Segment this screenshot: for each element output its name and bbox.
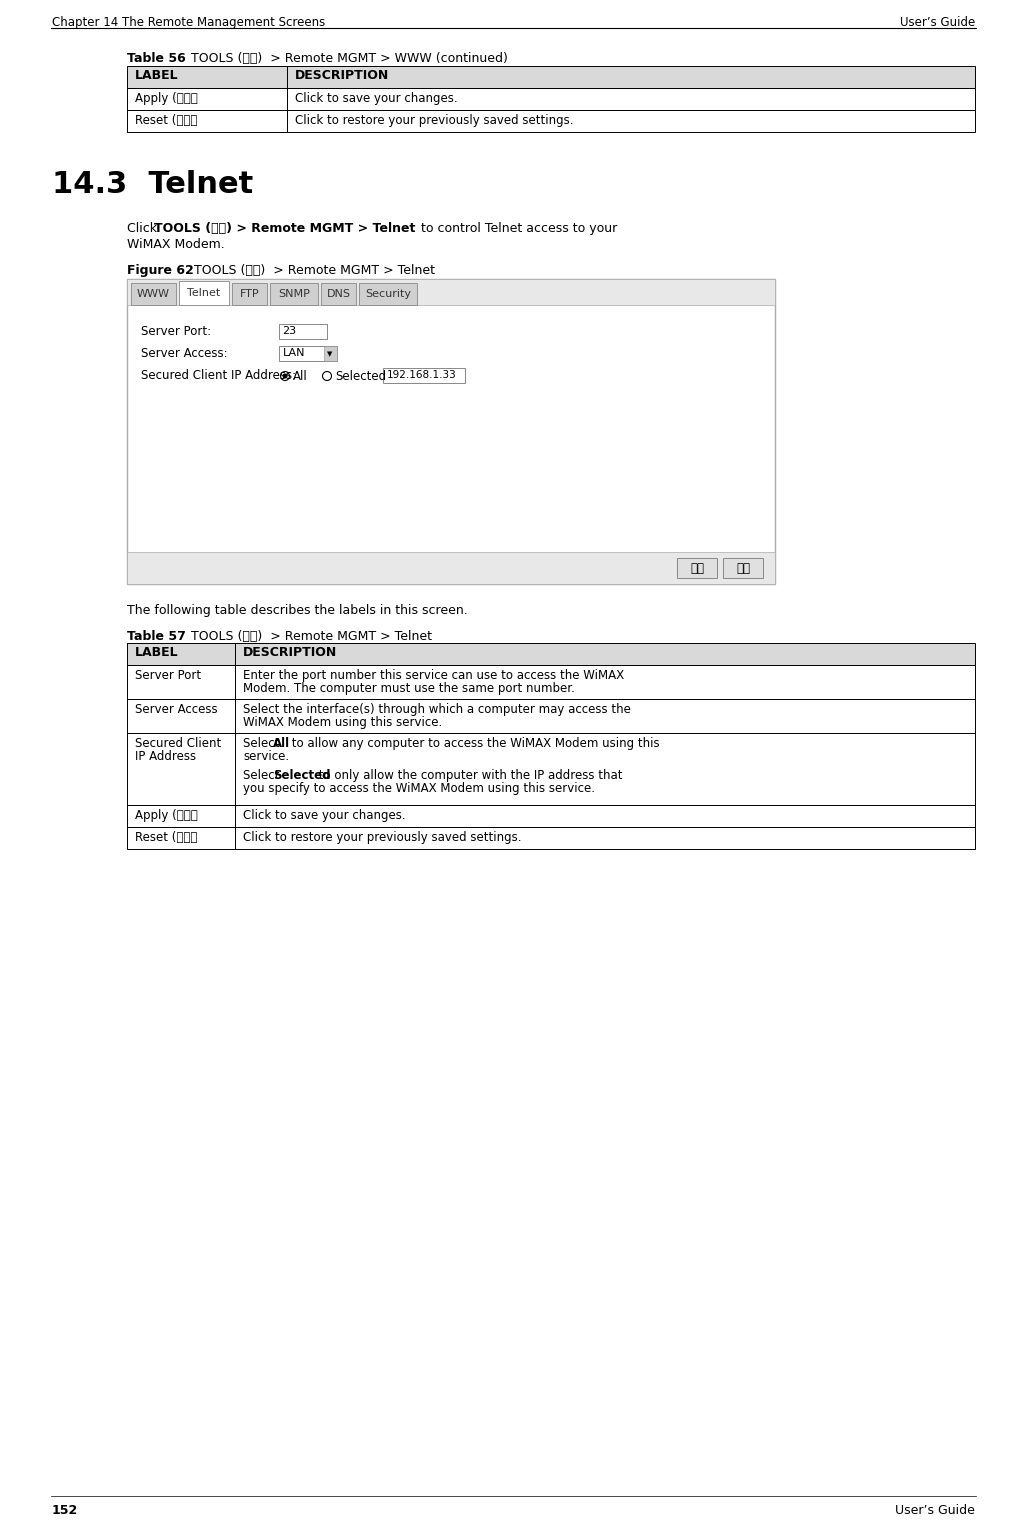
Bar bbox=[127, 279, 775, 584]
Circle shape bbox=[282, 373, 288, 378]
Text: Table 57: Table 57 bbox=[127, 629, 186, 643]
Text: 重設: 重設 bbox=[736, 561, 750, 575]
Text: Select: Select bbox=[243, 770, 283, 782]
Text: 152: 152 bbox=[52, 1504, 78, 1516]
Circle shape bbox=[322, 372, 332, 381]
Text: SNMP: SNMP bbox=[278, 290, 310, 299]
Text: to only allow the computer with the IP address that: to only allow the computer with the IP a… bbox=[315, 770, 622, 782]
Bar bbox=[127, 700, 975, 733]
Text: TOOLS (工具) > Remote MGMT > Telnet: TOOLS (工具) > Remote MGMT > Telnet bbox=[154, 223, 415, 235]
Text: TOOLS (工具)  > Remote MGMT > Telnet: TOOLS (工具) > Remote MGMT > Telnet bbox=[182, 264, 435, 277]
Text: Click to restore your previously saved settings.: Click to restore your previously saved s… bbox=[243, 831, 522, 844]
Text: Selected: Selected bbox=[273, 770, 331, 782]
Bar bbox=[677, 558, 717, 578]
Bar bbox=[127, 66, 975, 88]
Text: LABEL: LABEL bbox=[135, 646, 179, 658]
Bar bbox=[127, 279, 775, 305]
Text: Enter the port number this service can use to access the WiMAX: Enter the port number this service can u… bbox=[243, 669, 624, 683]
Text: LABEL: LABEL bbox=[135, 69, 179, 82]
Text: Secured Client IP Address:: Secured Client IP Address: bbox=[141, 369, 296, 383]
Text: WiMAX Modem using this service.: WiMAX Modem using this service. bbox=[243, 716, 443, 728]
Text: DESCRIPTION: DESCRIPTION bbox=[295, 69, 389, 82]
Text: Modem. The computer must use the same port number.: Modem. The computer must use the same po… bbox=[243, 683, 575, 695]
Bar bbox=[127, 552, 775, 584]
Text: Server Port:: Server Port: bbox=[141, 325, 212, 338]
Bar bbox=[127, 643, 975, 664]
Text: DESCRIPTION: DESCRIPTION bbox=[243, 646, 337, 658]
Text: Select the interface(s) through which a computer may access the: Select the interface(s) through which a … bbox=[243, 703, 631, 716]
Circle shape bbox=[280, 372, 290, 381]
Text: Table 56: Table 56 bbox=[127, 52, 186, 66]
Bar bbox=[179, 280, 229, 305]
Text: service.: service. bbox=[243, 750, 290, 764]
Text: FTP: FTP bbox=[239, 290, 259, 299]
Text: 23: 23 bbox=[282, 326, 296, 335]
Text: Figure 62: Figure 62 bbox=[127, 264, 194, 277]
Text: Apply (套用）: Apply (套用） bbox=[135, 809, 198, 821]
Text: WWW: WWW bbox=[137, 290, 170, 299]
Bar bbox=[270, 283, 318, 305]
Text: Chapter 14 The Remote Management Screens: Chapter 14 The Remote Management Screens bbox=[52, 15, 326, 29]
Bar bbox=[127, 828, 975, 849]
Text: Apply (套用）: Apply (套用） bbox=[135, 91, 198, 105]
Text: Telnet: Telnet bbox=[187, 288, 221, 299]
Bar bbox=[359, 283, 417, 305]
Text: All: All bbox=[273, 738, 290, 750]
Bar bbox=[127, 664, 975, 700]
Bar bbox=[383, 367, 465, 383]
Text: Secured Client: Secured Client bbox=[135, 738, 221, 750]
Text: LAN: LAN bbox=[283, 347, 305, 358]
Text: 192.168.1.33: 192.168.1.33 bbox=[387, 370, 457, 379]
Text: Server Access:: Server Access: bbox=[141, 347, 228, 360]
Text: you specify to access the WiMAX Modem using this service.: you specify to access the WiMAX Modem us… bbox=[243, 782, 595, 796]
Bar bbox=[279, 346, 337, 361]
Bar bbox=[321, 283, 356, 305]
Text: TOOLS (工具)  > Remote MGMT > Telnet: TOOLS (工具) > Remote MGMT > Telnet bbox=[179, 629, 432, 643]
Text: User’s Guide: User’s Guide bbox=[900, 15, 975, 29]
Text: Click: Click bbox=[127, 223, 161, 235]
Text: Select: Select bbox=[243, 738, 283, 750]
Text: Selected: Selected bbox=[335, 370, 386, 383]
Text: IP Address: IP Address bbox=[135, 750, 196, 764]
Text: Click to restore your previously saved settings.: Click to restore your previously saved s… bbox=[295, 114, 573, 126]
Text: Server Port: Server Port bbox=[135, 669, 201, 683]
Text: Click to save your changes.: Click to save your changes. bbox=[295, 91, 458, 105]
Text: The following table describes the labels in this screen.: The following table describes the labels… bbox=[127, 604, 467, 617]
Text: 14.3  Telnet: 14.3 Telnet bbox=[52, 171, 254, 200]
Text: to control Telnet access to your: to control Telnet access to your bbox=[417, 223, 617, 235]
Bar bbox=[127, 110, 975, 133]
Bar bbox=[723, 558, 763, 578]
Text: WiMAX Modem.: WiMAX Modem. bbox=[127, 238, 225, 251]
Bar bbox=[324, 346, 337, 361]
Bar bbox=[127, 88, 975, 110]
Bar bbox=[127, 805, 975, 828]
Bar bbox=[127, 733, 975, 805]
Text: to allow any computer to access the WiMAX Modem using this: to allow any computer to access the WiMA… bbox=[288, 738, 659, 750]
Text: TOOLS (工具)  > Remote MGMT > WWW (continued): TOOLS (工具) > Remote MGMT > WWW (continue… bbox=[179, 52, 508, 66]
Text: Click to save your changes.: Click to save your changes. bbox=[243, 809, 406, 821]
Text: Reset (重設）: Reset (重設） bbox=[135, 831, 197, 844]
Text: DNS: DNS bbox=[327, 290, 350, 299]
Bar bbox=[232, 283, 267, 305]
Text: All: All bbox=[293, 370, 308, 383]
Text: Reset (重設）: Reset (重設） bbox=[135, 114, 197, 126]
Text: Server Access: Server Access bbox=[135, 703, 218, 716]
Text: Security: Security bbox=[365, 290, 411, 299]
Bar bbox=[131, 283, 176, 305]
Text: 套用: 套用 bbox=[690, 561, 703, 575]
Bar bbox=[279, 325, 327, 338]
Text: ▼: ▼ bbox=[328, 352, 333, 358]
Text: User’s Guide: User’s Guide bbox=[896, 1504, 975, 1516]
